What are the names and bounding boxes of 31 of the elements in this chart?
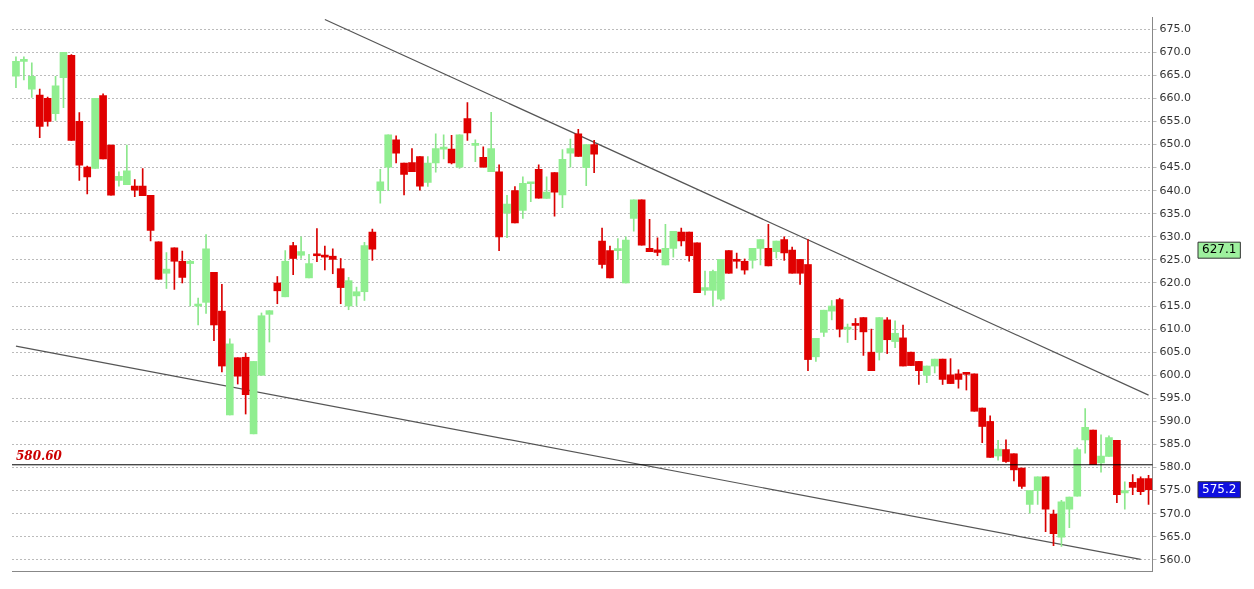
y-tick-label: 625.0 (1159, 252, 1192, 266)
y-tick-label: 645.0 (1159, 160, 1192, 174)
y-tick-label: 675.0 (1159, 22, 1192, 35)
ref-line-label: 580.60 (16, 448, 63, 463)
y-tick-label: 635.0 (1159, 206, 1192, 220)
candlestick (503, 194, 511, 239)
text: 575.2 (1202, 481, 1237, 496)
y-tick-label: 650.0 (1159, 137, 1192, 151)
y-tick-label: 605.0 (1159, 345, 1192, 359)
y-tick-label: 570.0 (1159, 506, 1192, 520)
y-tick-label: 615.0 (1159, 298, 1192, 312)
y-tick-label: 580.0 (1159, 460, 1192, 474)
y-tick-label: 610.0 (1159, 321, 1192, 335)
y-tick-label: 560.0 (1159, 552, 1192, 566)
y-tick-label: 665.0 (1159, 68, 1192, 82)
candlestick (1120, 481, 1129, 510)
y-tick-label: 565.0 (1159, 529, 1192, 543)
text: 627.1 (1202, 242, 1237, 257)
y-tick-label: 595.0 (1159, 391, 1192, 405)
y-tick-label: 585.0 (1159, 437, 1192, 451)
y-tick-label: 655.0 (1159, 114, 1192, 128)
candlestick (186, 260, 195, 307)
y-tick-label: 575.0 (1159, 483, 1192, 497)
y-tick-label: 670.0 (1159, 45, 1192, 59)
y-tick-label: 630.0 (1159, 229, 1192, 243)
y-tick-label: 620.0 (1159, 275, 1192, 289)
y-tick-label: 640.0 (1159, 183, 1192, 197)
y-tick-label: 600.0 (1159, 368, 1192, 382)
y-tick-label: 590.0 (1159, 414, 1192, 428)
candlestick (297, 236, 305, 259)
y-tick-label: 660.0 (1159, 91, 1192, 105)
